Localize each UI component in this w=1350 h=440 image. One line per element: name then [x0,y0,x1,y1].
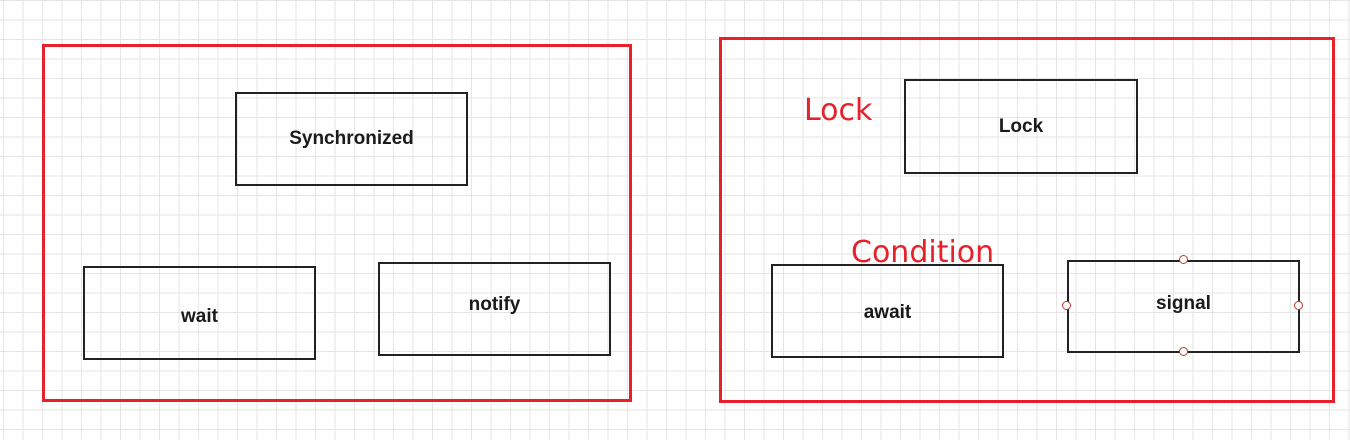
notify-node[interactable]: notify [378,262,611,356]
resize-handle-top[interactable] [1179,255,1188,264]
wait-node[interactable]: wait [83,266,316,360]
synchronized-group-frame[interactable] [42,44,632,402]
signal-node-label: signal [1156,292,1211,314]
synchronized-node-label: Synchronized [289,128,414,149]
await-node-label: await [863,302,912,323]
wait-node-label: wait [181,306,218,327]
lock-node[interactable]: Lock [904,79,1138,174]
lock-node-label: Lock [998,115,1044,137]
lock-annotation[interactable]: Lock [804,93,873,128]
resize-handle-right[interactable] [1294,301,1303,310]
signal-node[interactable]: signal [1067,260,1300,353]
synchronized-node[interactable]: Synchronized [235,92,468,186]
resize-handle-left[interactable] [1062,301,1071,310]
condition-annotation[interactable]: Condition [851,235,995,270]
lock-group-frame[interactable] [719,37,1335,403]
notify-node-label: notify [468,294,521,315]
await-node[interactable]: await [771,264,1004,358]
resize-handle-bottom[interactable] [1179,347,1188,356]
